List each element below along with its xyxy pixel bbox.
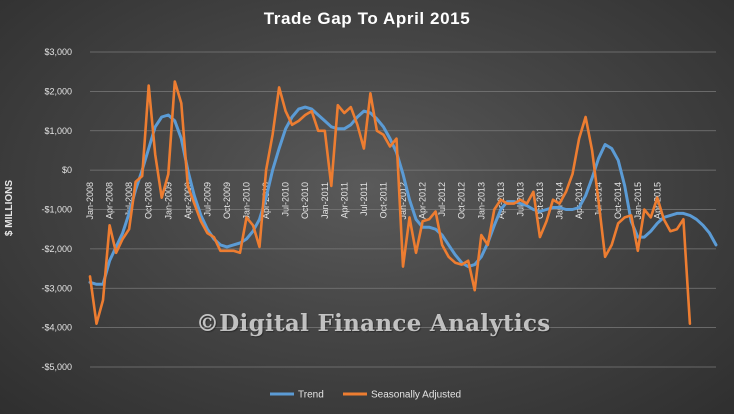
x-tick-label-15: Oct-2011 [378,182,388,218]
x-axis-ticks: Jan-2008 Apr-2008 Jul-2008 Oct-2008 Jan-2009… [85,182,662,220]
watermark-text: ©Digital Finance Analytics [196,310,551,337]
x-tick-label-6: Jul-2009 [202,182,212,217]
x-tick-label-11: Oct-2010 [300,182,310,219]
x-tick-label-17: Apr-2012 [418,182,428,219]
y-tick-label-1: $2,000 [44,86,72,96]
y-tick-label-2: $1,000 [44,126,72,136]
x-tick-label-3: Oct-2008 [144,182,154,219]
legend: Trend Seasonally Adjusted [270,390,461,401]
x-tick-label-14: Jul-2011 [359,182,369,216]
x-tick-label-2: Jul-2008 [124,182,134,217]
x-tick-label-8: Jan-2010 [242,182,252,220]
x-tick-label-12: Jan-2011 [320,182,330,219]
x-tick-label-25: Apr-2014 [574,182,584,219]
x-tick-label-10: Jul-2010 [281,182,291,217]
x-tick-label-7: Oct-2009 [222,182,232,219]
x-tick-label-18: Jul-2012 [437,182,447,217]
x-tick-label-19: Oct-2012 [457,182,467,219]
legend-label-0: Trend [298,390,324,401]
x-tick-label-20: Jan-2013 [476,182,486,220]
x-tick-label-23: Oct-2013 [535,182,545,219]
y-tick-label-4: -$1,000 [41,205,72,215]
y-tick-label-0: $3,000 [44,47,72,57]
y-tick-label-5: -$2,000 [41,244,72,254]
y-tick-label-3: $0 [62,165,72,175]
y-tick-label-8: -$5,000 [41,362,72,372]
y-axis-ticks: $3,000 $2,000 $1,000 $0 -$1,000 -$2,000 -$3,00… [41,47,72,372]
series-lines [88,80,718,326]
x-tick-label-0: Jan-2008 [85,182,95,220]
x-tick-label-16: Jan-2012 [398,182,408,220]
chart-title: Trade Gap To April 2015 [263,9,471,28]
x-tick-label-4: Jan-2009 [163,182,173,220]
x-tick-label-13: Apr-2011 [339,182,349,218]
legend-label-1: Seasonally Adjusted [371,390,461,401]
y-tick-label-7: -$4,000 [41,323,72,333]
x-tick-label-5: Apr-2009 [183,182,193,219]
x-tick-label-24: Jan-2014 [555,182,565,220]
x-tick-label-1: Apr-2008 [105,182,115,219]
series-line-seasonally-adjusted [88,80,692,326]
y-tick-label-6: -$3,000 [41,283,72,293]
series-line-trend [88,105,718,286]
x-tick-label-28: Jan-2015 [633,182,643,220]
x-tick-label-27: Oct-2014 [613,182,623,219]
